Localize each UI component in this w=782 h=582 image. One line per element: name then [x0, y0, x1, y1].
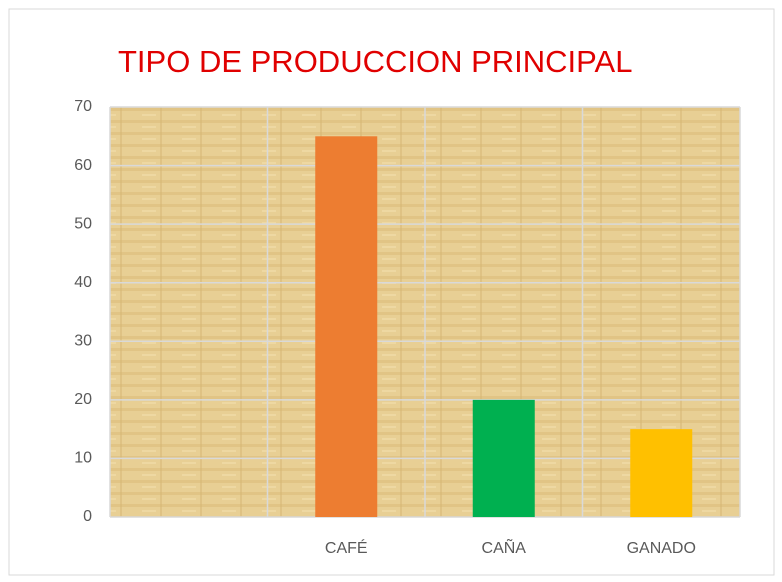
y-tick-label: 50: [74, 215, 92, 232]
bar: [630, 429, 693, 517]
bar: [315, 136, 378, 518]
bar: [472, 399, 535, 517]
x-tick-label: CAÑA: [482, 537, 527, 557]
y-tick-label: 40: [74, 274, 92, 291]
chart-title: TIPO DE PRODUCCION PRINCIPAL: [118, 44, 632, 79]
y-tick-label: 20: [74, 391, 92, 408]
y-tick-label: 70: [74, 98, 92, 115]
y-tick-label: 10: [74, 450, 92, 467]
y-tick-label: 0: [83, 508, 92, 525]
y-tick-label: 60: [74, 157, 92, 174]
x-tick-label: CAFÉ: [325, 538, 368, 557]
y-tick-label: 30: [74, 333, 92, 350]
x-tick-label: GANADO: [627, 540, 696, 557]
